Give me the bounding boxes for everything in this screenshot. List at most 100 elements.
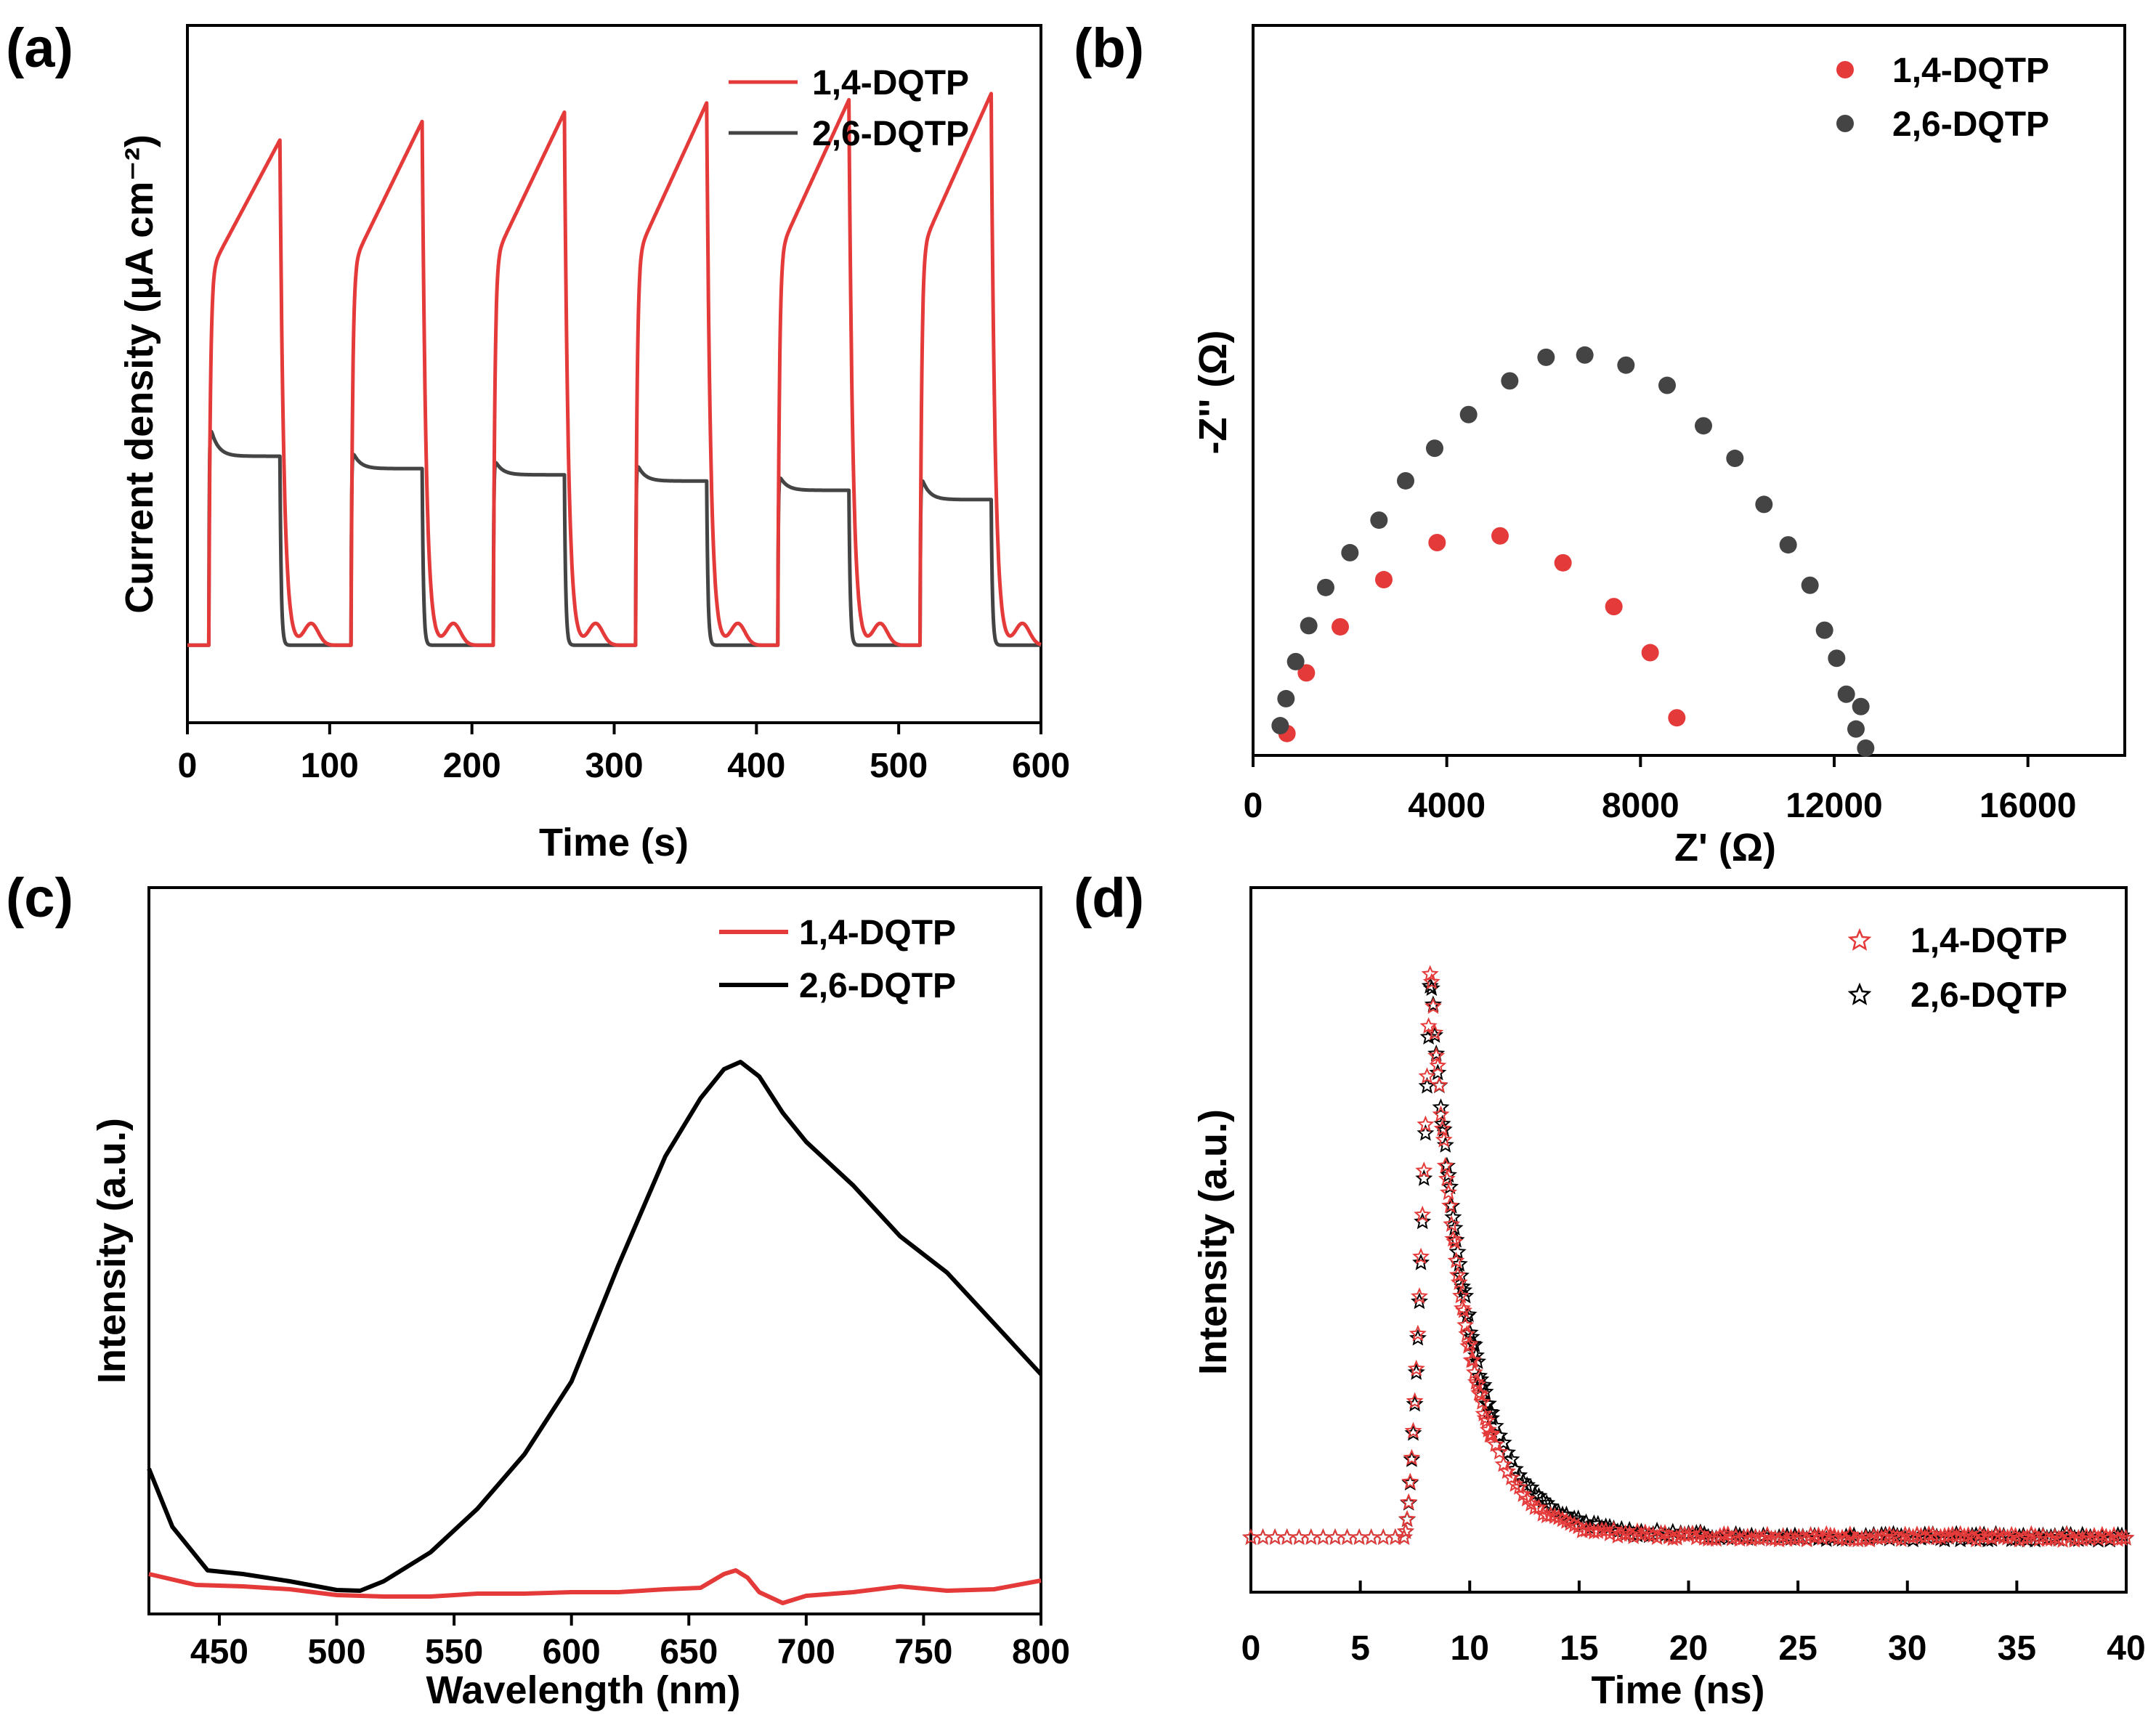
panel-a-y-axis-title: Current density (μA cm⁻²) [118,134,161,614]
panel-a-legend: 1,4-DQTP 2,6-DQTP [729,64,969,153]
panel-d-star-1-4-dqtp [1418,1067,1436,1084]
panel-b-x-tick-label: 12000 [1786,787,1882,825]
panel-c-x-tick-label: 700 [777,1633,835,1671]
panel-b-point-2-6-dqtp [1317,578,1334,596]
panel-d-y-axis-title: Intensity (a.u.) [1191,1109,1235,1375]
panel-d-x-tick-label: 5 [1350,1629,1370,1668]
panel-d-star-1-4-dqtp [1400,1493,1418,1510]
panel-c-x-tick-label: 450 [190,1633,248,1671]
panel-c-series [147,1060,1043,1605]
panel-d-star-1-4-dqtp [1447,1252,1465,1269]
panel-a-x-tick-label: 100 [301,747,359,785]
panel-d-star-1-4-dqtp [1435,1130,1453,1148]
panel-b-point-2-6-dqtp [1726,450,1744,468]
panel-b-point-1-4-dqtp [1641,644,1659,662]
panel-d-star-1-4-dqtp [1441,1196,1459,1214]
panel-d-star-1-4-dqtp [1409,1324,1427,1342]
panel-b-point-2-6-dqtp [1271,717,1289,735]
panel-d-star-1-4-dqtp [1326,1528,1344,1545]
panel-d-label: (d) [1074,867,1144,929]
panel-d-x-axis-title: Time (ns) [1591,1668,1764,1712]
panel-d-star-1-4-dqtp [1443,1215,1461,1233]
panel-b-point-2-6-dqtp [1658,376,1676,394]
panel-d-star-1-4-dqtp [1427,1047,1446,1064]
panel-c-legend: 1,4-DQTP 2,6-DQTP [719,914,956,1005]
panel-c-x-tick-label: 750 [894,1633,952,1671]
panel-b-point-2-6-dqtp [1852,697,1870,715]
panel-b-x-tick-label: 4000 [1408,787,1486,825]
panel-d-legend-star [1847,928,1872,951]
panel-d-star-1-4-dqtp [1456,1316,1475,1333]
panel-b-label: (b) [1074,17,1144,79]
panel-d-star-1-4-dqtp [1338,1528,1356,1545]
panel-d-star-2-6-dqtp [1415,1169,1433,1186]
panel-d-star-1-4-dqtp [1433,1119,1451,1137]
panel-a-legend-label-1-4-dqtp: 1,4-DQTP [812,64,969,102]
panel-c-x-tick-label: 550 [425,1633,483,1671]
panel-d-star-1-4-dqtp [1419,1017,1438,1034]
panel-d-star-1-4-dqtp [1438,1169,1456,1187]
panel-c-x-ticks: 450 500 550 600 650 700 750 800 [190,1614,1070,1671]
panel-d-x-ticks: 0 5 10 15 20 25 30 35 40 [1241,1581,2146,1668]
panel-a-line-1-4-dqtp [186,92,1042,647]
panel-b-point-2-6-dqtp [1397,471,1414,490]
panel-d-star-1-4-dqtp [1530,1498,1548,1515]
panel-b-point-1-4-dqtp [1605,598,1623,616]
panel-d-star-1-4-dqtp [1860,1530,1879,1548]
panel-b-point-1-4-dqtp [1332,617,1349,636]
panel-d-star-1-4-dqtp [1450,1273,1468,1291]
panel-d-star-1-4-dqtp [1278,1528,1296,1545]
panel-b-x-tick-label: 16000 [1979,787,2076,825]
panel-d-star-1-4-dqtp [1470,1384,1488,1401]
panel-d-star-1-4-dqtp [1266,1528,1284,1545]
panel-d-star-1-4-dqtp [1362,1528,1380,1545]
panel-d-star-1-4-dqtp [1458,1325,1476,1342]
panel-b-point-2-6-dqtp [1537,348,1555,366]
panel-d-star-1-4-dqtp [1798,1530,1816,1548]
panel-d-star-1-4-dqtp [1464,1351,1482,1368]
panel-d-star-1-4-dqtp [1691,1525,1709,1542]
panel-d-star-1-4-dqtp [2117,1528,2135,1546]
panel-d-star-2-6-dqtp [1412,1253,1430,1270]
panel-a-label: (a) [6,17,73,79]
panel-d-x-tick-label: 0 [1241,1629,1261,1668]
panel-c-x-tick-label: 500 [307,1633,365,1671]
panel-b-legend-marker-2-6-dqtp [1836,115,1854,132]
panel-b-point-2-6-dqtp [1576,346,1594,364]
panel-d-x-tick-label: 20 [1669,1629,1708,1668]
panel-d-star-2-6-dqtp [1427,1044,1446,1062]
panel-b-point-2-6-dqtp [1801,576,1819,594]
panel-d-star-1-4-dqtp [1440,1183,1457,1201]
panel-d-star-1-4-dqtp [1454,1299,1471,1316]
panel-d-x-tick-label: 35 [1998,1629,2036,1668]
panel-d-star-2-6-dqtp [1422,979,1440,997]
panel-b-point-2-6-dqtp [1837,685,1855,703]
panel-d-legend-label-2-6-dqtp: 2,6-DQTP [1910,976,2067,1015]
panel-b-point-1-4-dqtp [1668,709,1686,727]
panel-d-star-1-4-dqtp [1478,1411,1496,1429]
panel-d-star-2-6-dqtp [1414,1212,1432,1230]
panel-c-plot-frame [147,886,1042,1615]
panel-d-series [1242,965,2135,1548]
panel-b-point-2-6-dqtp [1286,652,1305,670]
panel-d-x-tick-label: 40 [2107,1629,2145,1668]
panel-c-line-2-6-dqtp [147,1060,1043,1593]
panel-d-star-2-6-dqtp [1409,1329,1427,1346]
panel-b-point-2-6-dqtp [1300,617,1318,635]
panel-d-star-1-4-dqtp [1401,1472,1419,1490]
panel-b-x-ticks: 0 4000 8000 12000 16000 [1244,755,2076,825]
panel-a-x-axis-title: Time (s) [539,821,689,864]
panel-d-star-1-4-dqtp [1518,1490,1536,1507]
panel-d-star-2-6-dqtp [1411,1292,1428,1310]
panel-c-x-axis-title: Wavelength (nm) [426,1668,740,1712]
panel-b-point-1-4-dqtp [1491,527,1509,545]
panel-d-x-tick-label: 25 [1778,1629,1817,1668]
panel-c-line-1-4-dqtp [148,1568,1042,1605]
panel-a-x-ticks: 0 100 200 300 400 500 600 [178,723,1070,785]
panel-b-point-2-6-dqtp [1370,511,1388,530]
panel-d-legend-label-1-4-dqtp: 1,4-DQTP [1910,922,2067,960]
panel-b-point-1-4-dqtp [1554,553,1572,572]
panel-d-star-2-6-dqtp [1406,1395,1424,1412]
panel-d-star-1-4-dqtp [2006,1526,2025,1544]
panel-d-star-1-4-dqtp [1407,1359,1425,1376]
